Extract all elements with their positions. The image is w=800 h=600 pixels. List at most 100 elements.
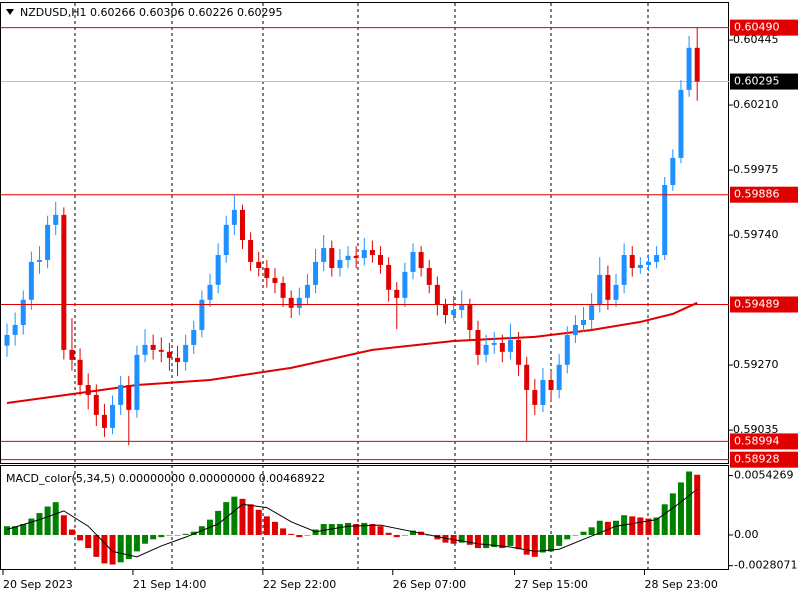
candle-body bbox=[150, 344, 156, 350]
candle-body bbox=[345, 255, 351, 260]
macd-bar bbox=[596, 520, 603, 535]
macd-bar bbox=[101, 534, 108, 564]
level-label: 0.58928 bbox=[734, 453, 780, 466]
candle-body bbox=[142, 344, 148, 355]
candle-body bbox=[532, 389, 538, 405]
y-tick-label: 0.59270 bbox=[733, 358, 779, 371]
macd-bar bbox=[434, 534, 441, 540]
candle-body bbox=[410, 251, 416, 272]
candle-body bbox=[101, 414, 107, 428]
macd-panel-frame bbox=[0, 465, 729, 570]
candle-body bbox=[207, 284, 213, 300]
candle-body bbox=[654, 254, 660, 262]
macd-bar bbox=[458, 534, 465, 543]
macd-bar bbox=[564, 534, 571, 540]
macd-bar bbox=[523, 534, 530, 555]
candle-body bbox=[402, 271, 408, 298]
y-tick-label: 0.59975 bbox=[733, 163, 779, 176]
level-label-box bbox=[730, 186, 798, 203]
x-tick-label: 26 Sep 07:00 bbox=[393, 578, 466, 591]
macd-bar bbox=[393, 534, 400, 538]
macd-bar bbox=[677, 482, 684, 535]
macd-bar bbox=[174, 534, 181, 536]
macd-bar bbox=[109, 534, 116, 565]
candle-body bbox=[548, 380, 554, 390]
candle-body bbox=[613, 284, 619, 300]
candle-body bbox=[256, 261, 262, 268]
macd-bar bbox=[669, 493, 676, 535]
macd-bar bbox=[466, 534, 473, 545]
macd-bar bbox=[377, 526, 384, 535]
candle-body bbox=[158, 349, 164, 352]
macd-bar bbox=[320, 524, 327, 535]
macd-bar bbox=[304, 534, 311, 536]
chart-title: NZDUSD,H1 0.60266 0.60306 0.60226 0.6029… bbox=[20, 6, 282, 19]
candle-body bbox=[183, 344, 189, 363]
level-label-box bbox=[730, 451, 798, 468]
macd-bar bbox=[77, 534, 84, 541]
y-tick-label: 0.59035 bbox=[733, 423, 779, 436]
y-tick-label: 0.60445 bbox=[733, 33, 779, 46]
candle-body bbox=[69, 349, 75, 360]
candle-body bbox=[166, 351, 172, 358]
candle-body bbox=[589, 305, 595, 320]
candle-body bbox=[499, 342, 505, 352]
vertical-separators bbox=[74, 3, 649, 569]
candle-body bbox=[118, 384, 124, 405]
candle-body bbox=[313, 261, 319, 285]
macd-bar bbox=[150, 534, 157, 540]
macd-bar bbox=[483, 534, 490, 549]
candle-body bbox=[581, 319, 587, 325]
macd-bar bbox=[531, 534, 538, 557]
macd-bar bbox=[288, 533, 295, 535]
macd-bar bbox=[515, 534, 522, 550]
x-tick-label: 21 Sep 14:00 bbox=[133, 578, 206, 591]
macd-bar bbox=[12, 526, 19, 535]
candle-body bbox=[597, 274, 603, 306]
macd-bar bbox=[345, 522, 352, 535]
menu-triangle[interactable] bbox=[6, 9, 14, 15]
candle-body bbox=[378, 254, 384, 265]
candle-body bbox=[280, 282, 286, 298]
macd-bar bbox=[474, 534, 481, 549]
candle-body bbox=[248, 240, 254, 262]
candle-body bbox=[199, 299, 205, 330]
candle-body bbox=[621, 254, 627, 285]
candle-body bbox=[61, 214, 67, 350]
level-label: 0.59489 bbox=[734, 298, 780, 311]
candle-body bbox=[678, 89, 684, 158]
candle-body bbox=[645, 261, 651, 265]
candle-body bbox=[686, 47, 692, 90]
candle-body bbox=[426, 267, 432, 285]
macd-bar bbox=[28, 518, 35, 535]
macd-bar bbox=[142, 534, 149, 544]
candle-body bbox=[572, 324, 578, 335]
candle-body bbox=[605, 274, 611, 300]
macd-bar bbox=[548, 534, 555, 552]
candle-body bbox=[329, 248, 335, 268]
macd-bar bbox=[507, 534, 514, 546]
candle-body bbox=[475, 329, 481, 355]
candle-body bbox=[516, 339, 522, 365]
macd-bar bbox=[247, 504, 254, 535]
macd-bar bbox=[280, 528, 287, 535]
main-panel-frame bbox=[0, 2, 729, 464]
candle-body bbox=[540, 380, 546, 405]
candle-body bbox=[556, 364, 562, 390]
candle-body bbox=[467, 305, 473, 330]
macd-bar bbox=[442, 534, 449, 543]
candle-body bbox=[434, 284, 440, 306]
current-price-box bbox=[730, 73, 798, 90]
candle-body bbox=[28, 261, 34, 300]
macd-bar bbox=[694, 474, 701, 535]
x-tick-label: 20 Sep 2023 bbox=[3, 578, 73, 591]
macd-bar bbox=[499, 534, 506, 549]
macd-bar bbox=[328, 524, 335, 535]
macd-bar bbox=[686, 471, 693, 535]
candle-body bbox=[321, 248, 327, 262]
candle-body bbox=[694, 47, 700, 82]
macd-bar bbox=[539, 534, 546, 553]
macd-bar bbox=[52, 502, 59, 535]
candle-body bbox=[662, 185, 668, 255]
